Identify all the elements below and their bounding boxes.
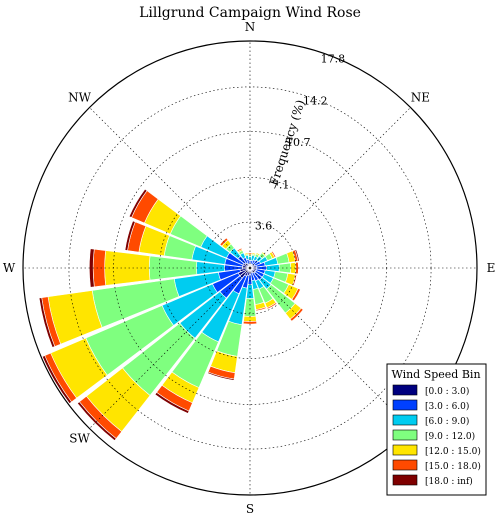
legend-title: Wind Speed Bin (391, 368, 480, 381)
legend-label: [12.0 : 15.0) (425, 446, 481, 457)
compass-label: NW (68, 91, 92, 105)
radial-tick-label: 3.6 (255, 220, 273, 233)
compass-label: W (3, 261, 16, 275)
legend-items: [0.0 : 3.0) [3.0 : 6.0) [6.0 : 9.0) [9.0 : … (392, 384, 481, 487)
wind-rose-bar (247, 252, 253, 255)
wind-rose-bar (255, 306, 267, 312)
radial-tick-labels: 3.6 7.1 10.7 14.2 17.8 (255, 52, 345, 232)
wind-rose-bar (41, 355, 72, 404)
radial-grid-circle (203, 221, 297, 315)
legend-label: [15.0 : 18.0) (425, 461, 481, 472)
angular-grid-line (249, 107, 411, 269)
compass-label: E (487, 261, 496, 275)
angular-grid-line (249, 267, 411, 429)
legend: Wind Speed Bin [0.0 : 3.0) [3.0 : 6.0) [6.… (386, 363, 487, 496)
radial-tick-label: 17.8 (321, 52, 346, 65)
wind-rose-bar (76, 401, 117, 442)
compass-label: SW (69, 431, 90, 445)
wind-rose-bar (292, 274, 298, 286)
legend-swatch (392, 414, 418, 426)
legend-swatch (392, 384, 418, 396)
wind-rose-bar (278, 262, 292, 274)
legend-label: [3.0 : 6.0) (425, 401, 469, 412)
wind-rose-bar (255, 252, 261, 257)
legend-swatch (392, 399, 418, 411)
wind-rose-bar (128, 188, 148, 218)
wind-rose-bar (154, 391, 190, 414)
wind-rose-bar (242, 320, 258, 325)
wind-rose-bar (266, 302, 278, 310)
wind-rose-bar (104, 250, 151, 286)
legend-swatch (392, 459, 418, 471)
wind-rose-bar (295, 261, 299, 275)
legend-swatch (392, 474, 418, 486)
wind-rose-bar (270, 250, 277, 258)
polar-outer-frame (22, 40, 478, 496)
radial-grid-circle (159, 177, 341, 359)
wind-rose-bar (236, 247, 243, 253)
legend-swatch (392, 444, 418, 456)
angular-grid-line (89, 267, 251, 429)
wind-rose-bar (38, 297, 56, 348)
wind-rose-bar (289, 307, 304, 322)
legend-swatch (392, 429, 418, 441)
wind-rose-bar (207, 371, 235, 381)
polar-grid (23, 41, 477, 495)
chart-title: Lillgrund Campaign Wind Rose (139, 5, 361, 21)
wind-rose-bar (243, 252, 249, 256)
wind-rose-bar (294, 249, 300, 262)
radial-tick-label: 14.2 (303, 95, 328, 108)
wind-rose-bar (92, 248, 107, 288)
wind-rose-bar (261, 251, 267, 257)
wind-rose-bar (89, 248, 95, 288)
legend-label: [9.0 : 12.0) (425, 431, 475, 442)
compass-label: S (246, 502, 254, 516)
legend-label: [0.0 : 3.0) (425, 386, 469, 397)
wind-rose-bar (124, 220, 136, 251)
legend-label: [18.0 : inf) (425, 476, 473, 487)
wind-rose-bar (291, 288, 301, 302)
radial-tick-label: 7.1 (272, 178, 290, 191)
compass-label: NE (411, 91, 430, 105)
angular-grid-line (89, 107, 251, 269)
compass-label: N (245, 20, 256, 34)
wind-rose-bars (38, 188, 304, 442)
legend-label: [6.0 : 9.0) (425, 416, 469, 427)
radial-tick-label: 10.7 (286, 136, 311, 149)
